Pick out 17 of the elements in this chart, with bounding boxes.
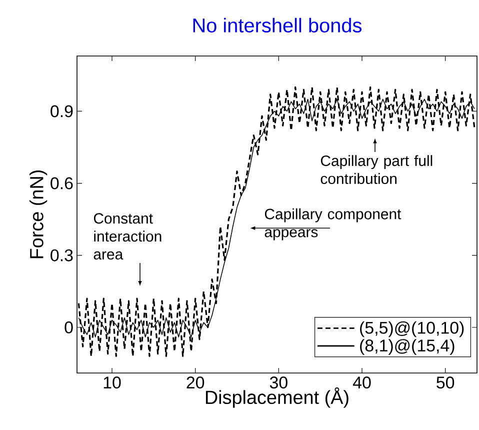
x-tick-label: 30 <box>270 376 288 389</box>
y-tick-label: 0.6 <box>50 177 73 190</box>
legend-label: (5,5)@(10,10) <box>360 321 464 338</box>
annotation: Capillary part full contribution <box>320 155 432 184</box>
legend-label: (8,1)@(15,4) <box>360 339 454 355</box>
x-tick-label: 20 <box>186 376 204 389</box>
y-tick-label: 0.9 <box>50 105 73 118</box>
x-tick-label: 40 <box>352 376 371 389</box>
annotation: Constant interaction area <box>94 213 162 260</box>
chart-title: No intershell bonds <box>193 18 362 32</box>
x-tick-label: 50 <box>436 376 454 389</box>
y-axis-title: Force (nN) <box>29 170 48 258</box>
annotation: Capillary component appears <box>264 208 402 240</box>
x-tick-label: 10 <box>104 376 121 389</box>
x-axis-title: Displacement (Å) <box>206 387 348 408</box>
y-tick-label: 0 <box>64 321 73 334</box>
y-tick-label: 0.3 <box>50 249 73 262</box>
